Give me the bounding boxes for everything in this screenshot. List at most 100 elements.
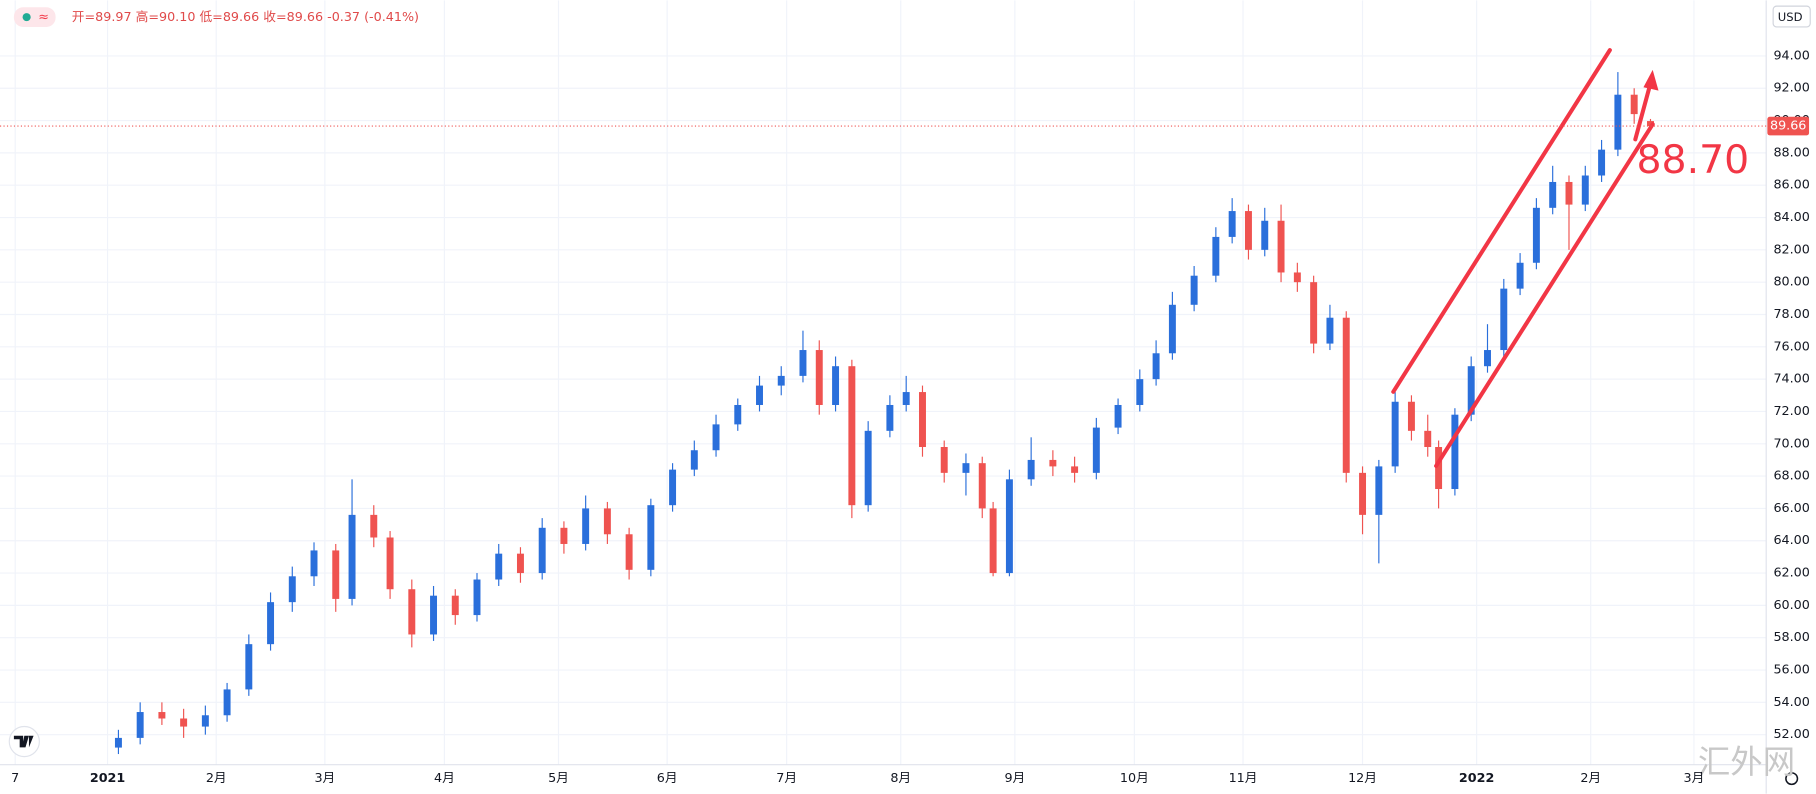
y-tick-label: 56.00 — [1773, 663, 1809, 678]
candle-body — [1168, 304, 1176, 354]
candle-body — [538, 527, 546, 574]
candle-body — [1614, 94, 1622, 150]
y-tick-label: 80.00 — [1773, 275, 1809, 290]
candle-body — [712, 424, 720, 451]
y-tick-label: 66.00 — [1773, 501, 1809, 516]
candle-body — [989, 508, 997, 574]
y-tick-label: 62.00 — [1773, 566, 1809, 581]
candle-body — [516, 553, 524, 574]
candle-body — [625, 534, 633, 570]
candle-body — [1375, 466, 1383, 515]
candle-body — [1630, 94, 1638, 115]
x-tick-label: 7 — [11, 771, 19, 786]
candle-body — [1310, 282, 1318, 344]
candle-body — [756, 385, 763, 405]
y-tick-label: 92.00 — [1773, 81, 1809, 96]
candle-body — [408, 589, 416, 635]
watermark: 汇外网 — [1698, 743, 1795, 781]
candle-body — [332, 550, 340, 599]
candle-body — [1326, 317, 1334, 344]
arrow-head — [1643, 69, 1659, 91]
candle-body — [430, 595, 438, 635]
candle-body — [1407, 401, 1415, 431]
candle-body — [1516, 262, 1524, 289]
candle-body — [495, 553, 503, 580]
candle-body — [1598, 149, 1606, 176]
y-tick-label: 88.00 — [1773, 145, 1809, 160]
candle-body — [1391, 401, 1399, 467]
candle-body — [848, 366, 856, 506]
y-tick-label: 52.00 — [1773, 727, 1809, 742]
candle-body — [1532, 207, 1540, 263]
candle-body — [1359, 472, 1367, 515]
candle-body — [734, 404, 742, 425]
candle-body — [1261, 220, 1269, 250]
candle-body — [1451, 414, 1459, 490]
candle-body — [1005, 479, 1013, 574]
y-tick-label: 58.00 — [1773, 630, 1809, 645]
candle-body — [180, 718, 188, 727]
x-tick-label: 12月 — [1348, 771, 1377, 786]
last-price-box — [1767, 116, 1810, 136]
candle-body — [267, 602, 275, 645]
x-tick-label: 2021 — [90, 771, 125, 786]
x-tick-label: 5月 — [548, 771, 569, 786]
y-tick-label: 86.00 — [1773, 178, 1809, 193]
candle-body — [1549, 181, 1557, 208]
x-tick-label: 10月 — [1120, 771, 1149, 786]
candle-body — [1244, 211, 1252, 250]
y-tick-label: 64.00 — [1773, 533, 1809, 548]
y-tick-label: 76.00 — [1773, 339, 1809, 354]
y-tick-label: 84.00 — [1773, 210, 1809, 225]
candle-body — [669, 469, 677, 506]
channel-lower — [1434, 122, 1655, 468]
candle-body — [1342, 317, 1350, 473]
candle-body — [978, 463, 986, 509]
x-tick-label: 8月 — [890, 771, 911, 786]
candle-body — [832, 366, 840, 405]
candle-body — [1071, 466, 1079, 473]
candle-body — [370, 514, 378, 538]
candle-body — [886, 404, 894, 431]
candle-body — [1565, 181, 1573, 205]
annotation: 88.70 — [1636, 137, 1749, 183]
candle-body — [473, 579, 481, 616]
candle-body — [1435, 447, 1443, 490]
candle-body — [223, 689, 231, 716]
candle-body — [1027, 459, 1035, 480]
candle-body — [451, 595, 459, 616]
ohlc-legend: 开=89.97 高=90.10 低=89.66 收=89.66 -0.37 (-… — [72, 9, 419, 25]
candle-body — [310, 550, 318, 577]
x-tick-label: 3月 — [1684, 771, 1705, 786]
candle-body — [1293, 272, 1301, 283]
candle-body — [1049, 459, 1057, 467]
candle-body — [114, 737, 122, 748]
candle-body — [919, 392, 926, 448]
candle-body — [136, 712, 144, 738]
channel-upper — [1391, 48, 1612, 394]
settings-icon[interactable] — [1785, 772, 1799, 786]
candle-body — [1190, 275, 1198, 305]
candle-body — [1136, 379, 1144, 405]
y-tick-label: 60.00 — [1773, 598, 1809, 613]
candle-body — [348, 514, 356, 599]
candle-body — [1581, 175, 1589, 205]
candle-body — [1228, 211, 1236, 237]
y-tick-label: 68.00 — [1773, 469, 1809, 484]
candle-body — [245, 644, 253, 690]
currency-label[interactable]: USD — [1778, 10, 1803, 24]
candle-body — [1277, 220, 1285, 273]
candles — [114, 72, 1654, 755]
y-tick-label: 70.00 — [1773, 436, 1809, 451]
candle-body — [1647, 121, 1654, 127]
candle-body — [1212, 236, 1220, 276]
candle-body — [1500, 288, 1508, 351]
status-badge[interactable] — [13, 7, 56, 27]
candle-body — [386, 537, 394, 590]
status-dot — [22, 13, 31, 22]
currency-button[interactable] — [1772, 5, 1811, 28]
candle-body — [201, 715, 209, 727]
y-tick-label: 82.00 — [1773, 242, 1809, 257]
